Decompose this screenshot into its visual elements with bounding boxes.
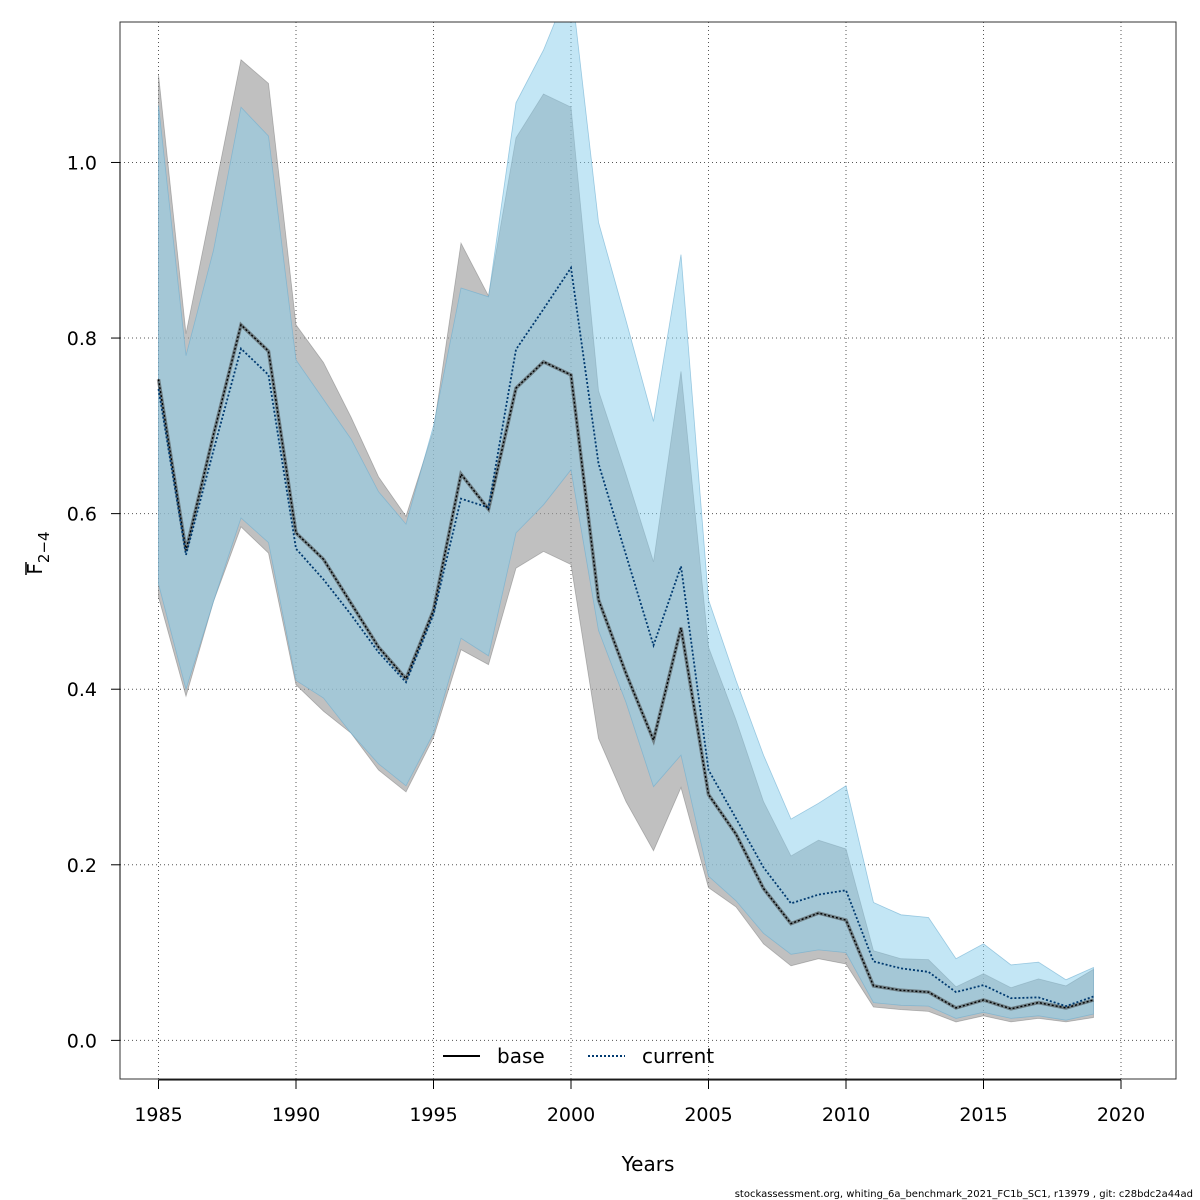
x-tick-label: 1995	[409, 1104, 457, 1126]
band-current	[158, 22, 1094, 1021]
x-tick-label: 2020	[1097, 1104, 1145, 1126]
x-tick-label: 2015	[959, 1104, 1007, 1126]
legend-current-label: current	[642, 1044, 714, 1068]
line-base	[157, 323, 1094, 1010]
x-tick-label: 2010	[822, 1104, 870, 1126]
x-tick-label: 1985	[134, 1104, 182, 1126]
legend-base-label: base	[497, 1044, 545, 1068]
series-lines	[156, 265, 1094, 1011]
y-axis-title: F2−4	[23, 531, 53, 575]
y-tick-label: 0.0	[67, 1030, 97, 1052]
y-tick-label: 0.8	[67, 328, 97, 350]
x-axis-title: Years	[621, 1152, 675, 1176]
footer-note: stockassessment.org, whiting_6a_benchmar…	[735, 1189, 1193, 1200]
legend: base current	[443, 1044, 714, 1068]
x-axis: 1985 1990 1995 2000 2005 2010 2015 2020	[134, 1079, 1145, 1126]
y-tick-label: 0.4	[67, 679, 97, 701]
x-tick-label: 2005	[684, 1104, 732, 1126]
y-axis-title-main: F	[23, 563, 47, 575]
svg-text:F2−4: F2−4	[23, 531, 53, 574]
y-tick-label: 0.6	[67, 504, 97, 526]
y-tick-label: 0.2	[67, 855, 97, 877]
x-tick-label: 2000	[547, 1104, 595, 1126]
x-tick-label: 1990	[272, 1104, 320, 1126]
line-current	[157, 265, 1094, 1008]
y-tick-label: 1.0	[67, 152, 97, 174]
y-axis: 0.0 0.2 0.4 0.6 0.8 1.0	[67, 152, 121, 1052]
y-axis-title-subscript: 2−4	[35, 531, 53, 563]
confidence-bands	[158, 22, 1094, 1023]
